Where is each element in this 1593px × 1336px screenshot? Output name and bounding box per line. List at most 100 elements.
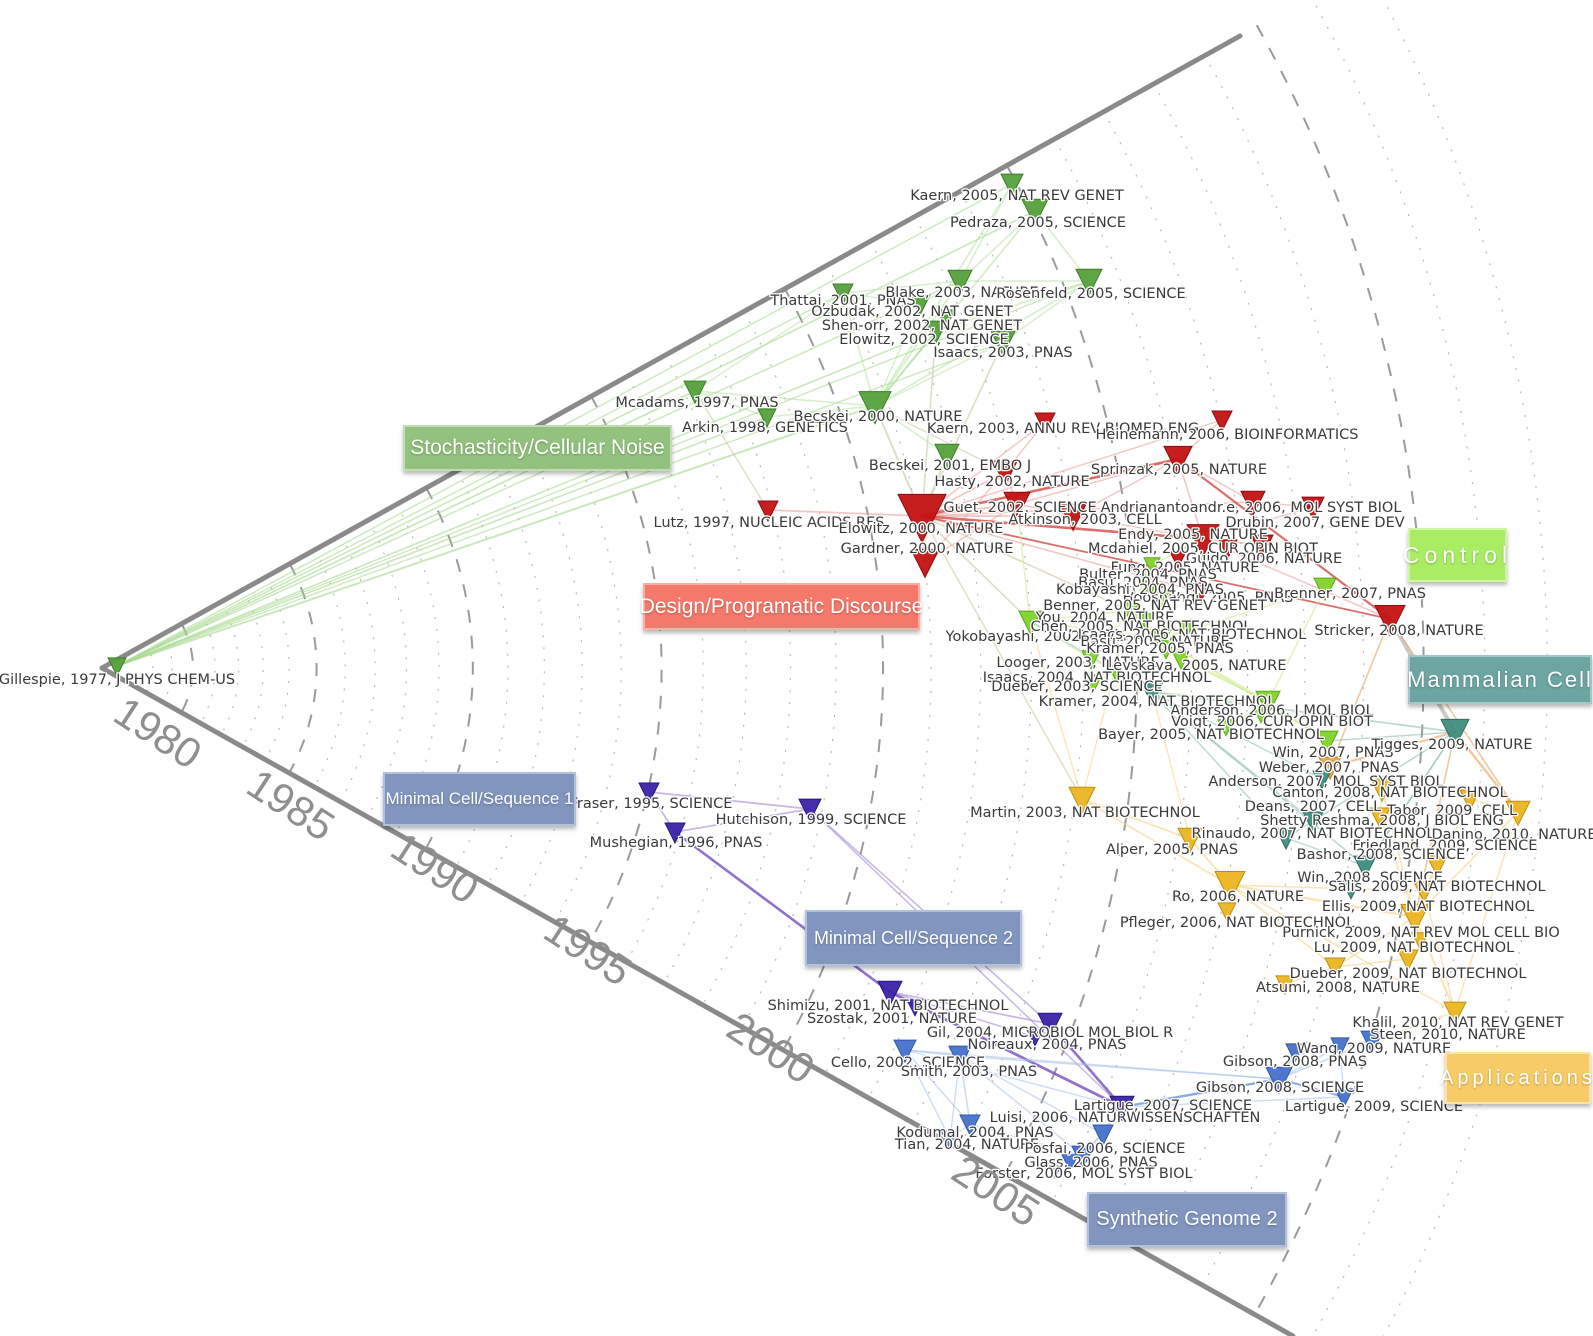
- paper-node[interactable]: [897, 493, 947, 544]
- paper-node[interactable]: [1037, 1012, 1063, 1039]
- paper-node[interactable]: [1459, 789, 1481, 812]
- paper-node[interactable]: [1360, 1030, 1384, 1055]
- paper-node[interactable]: [1156, 640, 1176, 661]
- paper-node[interactable]: [1312, 770, 1332, 791]
- paper-node[interactable]: [940, 1130, 960, 1151]
- paper-node[interactable]: [1163, 445, 1193, 476]
- paper-node[interactable]: [992, 460, 1018, 487]
- paper-node[interactable]: [1240, 490, 1266, 517]
- paper-node[interactable]: [1217, 902, 1237, 923]
- paper-node[interactable]: [1440, 718, 1470, 749]
- paper-node[interactable]: [947, 269, 973, 296]
- paper-node[interactable]: [924, 320, 948, 345]
- paper-node[interactable]: [934, 443, 960, 470]
- paper-node[interactable]: [1301, 496, 1325, 521]
- paper-label: Basu, 2004, PNAS: [1078, 575, 1208, 591]
- paper-node[interactable]: [1169, 551, 1187, 569]
- paper-node[interactable]: [638, 782, 660, 805]
- paper-node[interactable]: [107, 657, 127, 678]
- paper-node[interactable]: [1140, 581, 1158, 599]
- paper-node[interactable]: [1143, 557, 1161, 575]
- paper-node[interactable]: [877, 980, 903, 1007]
- paper-node[interactable]: [1250, 534, 1274, 559]
- paper-node[interactable]: [1330, 1037, 1350, 1058]
- paper-node[interactable]: [1275, 828, 1297, 851]
- paper-node[interactable]: [1189, 582, 1211, 605]
- paper-node[interactable]: [1217, 719, 1235, 737]
- paper-node[interactable]: [959, 1114, 981, 1137]
- paper-node[interactable]: [1315, 730, 1339, 755]
- paper-node[interactable]: [1302, 811, 1324, 834]
- paper-node[interactable]: [757, 500, 779, 523]
- paper-node[interactable]: [1003, 491, 1031, 520]
- paper-node[interactable]: [1150, 629, 1172, 652]
- paper-node[interactable]: [1068, 786, 1096, 815]
- paper-node[interactable]: [664, 822, 686, 845]
- paper-node[interactable]: [1176, 620, 1196, 641]
- paper-node[interactable]: [1252, 706, 1270, 724]
- paper-node[interactable]: [757, 408, 777, 429]
- paper-node[interactable]: [1318, 756, 1342, 781]
- paper-node[interactable]: [1186, 524, 1220, 558]
- paper-node[interactable]: [1265, 1066, 1293, 1095]
- paper-node[interactable]: [1059, 503, 1087, 532]
- paper-label: Wang, 2009, NATURE: [1297, 1041, 1451, 1057]
- paper-label: Mcadams, 1997, PNAS: [615, 395, 778, 411]
- paper-node[interactable]: [936, 309, 956, 330]
- paper-node[interactable]: [1370, 778, 1394, 803]
- paper-node[interactable]: [1255, 690, 1281, 717]
- paper-node[interactable]: [910, 548, 940, 579]
- paper-node[interactable]: [1313, 577, 1337, 602]
- paper-node[interactable]: [1505, 800, 1531, 827]
- paper-node[interactable]: [1152, 590, 1172, 611]
- paper-node[interactable]: [1140, 681, 1164, 706]
- paper-node[interactable]: [909, 294, 931, 317]
- paper-node[interactable]: [1018, 610, 1042, 635]
- paper-node[interactable]: [1177, 827, 1203, 854]
- paper-node[interactable]: [1211, 410, 1233, 433]
- paper-node[interactable]: [1137, 613, 1155, 631]
- citation-edge: [969, 1123, 1084, 1157]
- paper-node[interactable]: [858, 391, 892, 425]
- paper-node[interactable]: [1443, 1001, 1467, 1026]
- paper-node[interactable]: [1081, 650, 1101, 671]
- paper-node[interactable]: [1400, 903, 1430, 934]
- citation-edge: [116, 280, 1090, 667]
- paper-node[interactable]: [1413, 881, 1435, 904]
- paper-node[interactable]: [1021, 198, 1049, 227]
- paper-node[interactable]: [1034, 412, 1056, 435]
- paper-node[interactable]: [1214, 871, 1246, 903]
- paper-node[interactable]: [1075, 268, 1103, 297]
- paper-node[interactable]: [1083, 674, 1103, 695]
- paper-node[interactable]: [1026, 1029, 1044, 1047]
- paper-node[interactable]: [1137, 569, 1155, 587]
- paper-node[interactable]: [893, 1039, 917, 1064]
- paper-node[interactable]: [832, 283, 854, 306]
- paper-node[interactable]: [1426, 855, 1448, 878]
- paper-node[interactable]: [683, 380, 707, 405]
- paper-node[interactable]: [948, 1045, 972, 1070]
- paper-node[interactable]: [1341, 880, 1361, 901]
- paper-node[interactable]: [1374, 605, 1406, 637]
- paper-node[interactable]: [798, 798, 822, 823]
- paper-node[interactable]: [1092, 1124, 1114, 1147]
- paper-node[interactable]: [906, 999, 924, 1017]
- paper-node[interactable]: [1324, 957, 1346, 980]
- paper-node[interactable]: [1061, 1154, 1079, 1172]
- paper-node[interactable]: [1334, 1088, 1354, 1109]
- paper-node[interactable]: [1106, 662, 1126, 683]
- paper-node[interactable]: [1397, 949, 1419, 972]
- paper-node[interactable]: [1275, 975, 1295, 996]
- paper-node[interactable]: [1353, 855, 1377, 880]
- paper-node[interactable]: [1120, 602, 1140, 623]
- paper-node[interactable]: [1047, 1163, 1063, 1179]
- paper-node[interactable]: [1218, 539, 1238, 560]
- paper-node[interactable]: [1000, 173, 1024, 198]
- paper-node[interactable]: [1411, 932, 1429, 950]
- paper-node[interactable]: [1369, 807, 1391, 830]
- paper-node[interactable]: [990, 330, 1016, 357]
- paper-node[interactable]: [1285, 1043, 1305, 1064]
- paper-node[interactable]: [1171, 650, 1191, 671]
- paper-node[interactable]: [1109, 1095, 1135, 1122]
- paper-node[interactable]: [1071, 1145, 1095, 1170]
